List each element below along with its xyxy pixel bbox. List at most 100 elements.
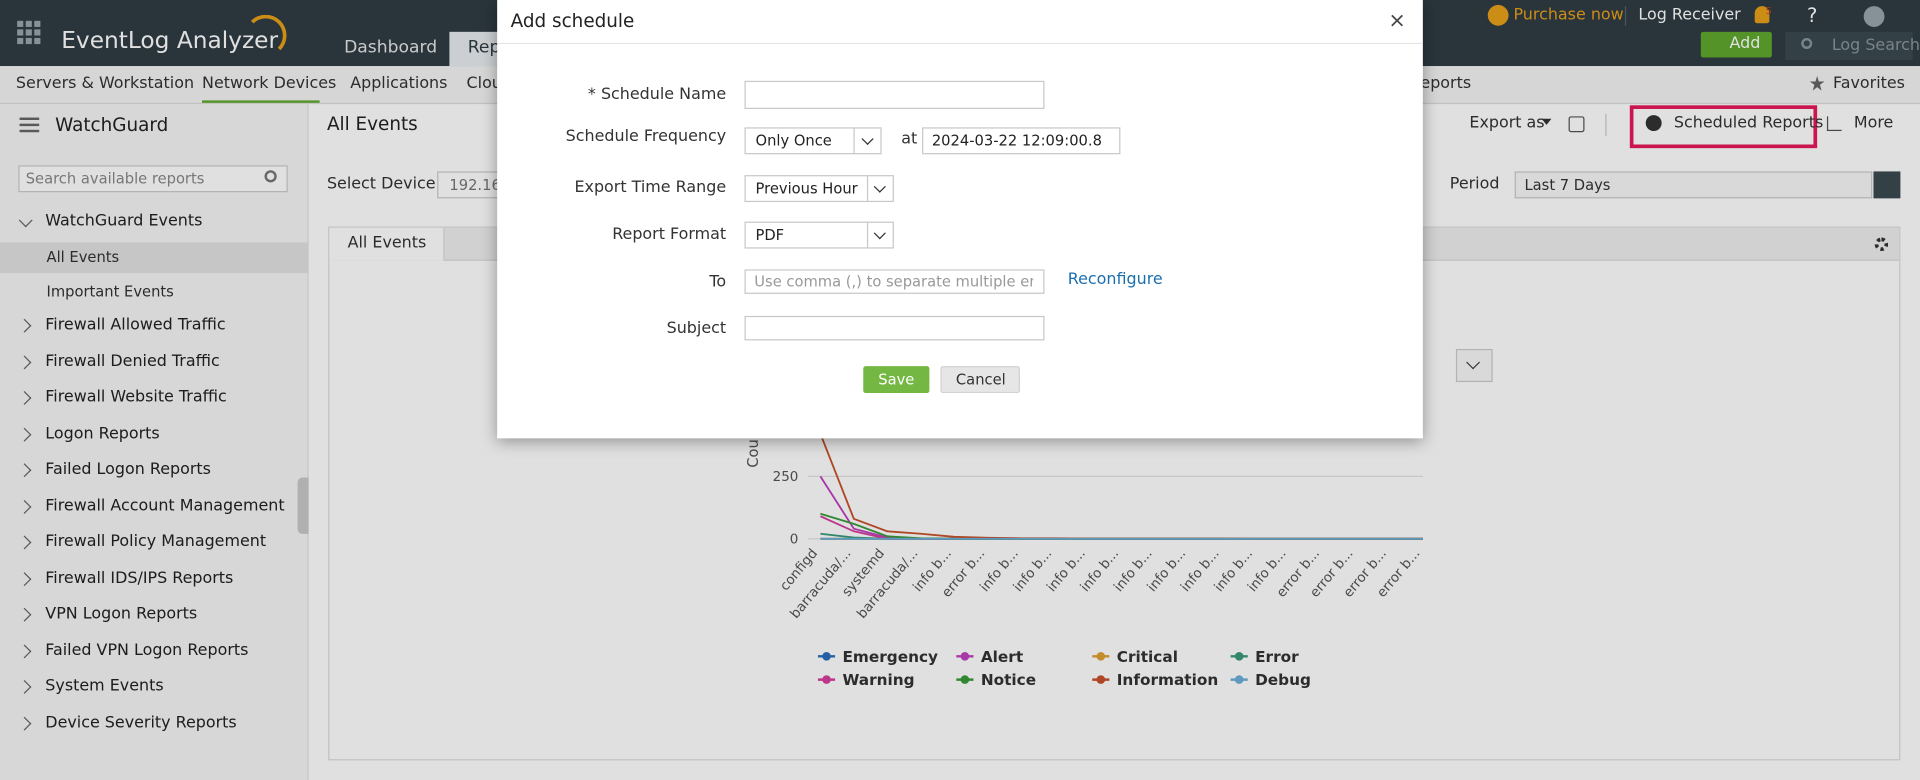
apps-dot <box>17 37 24 45</box>
legend-marker <box>1096 652 1106 661</box>
to-placeholder: Use comma (,) to separate multiple email… <box>754 273 1033 291</box>
save-button[interactable]: Save <box>863 366 930 394</box>
report-group[interactable]: Firewall Policy Management <box>45 532 267 552</box>
select-divider <box>853 127 855 155</box>
active-underline <box>202 100 320 103</box>
form-label: To <box>709 273 727 292</box>
calendar-button[interactable] <box>1873 171 1901 199</box>
highlight-box <box>1629 105 1818 149</box>
legend-label: Warning <box>842 671 914 689</box>
chart-menu-button[interactable] <box>1455 348 1493 383</box>
datetime-value: 2024-03-22 12:09:00.8 <box>931 132 1102 150</box>
schedule-icon[interactable] <box>1568 116 1585 133</box>
apps-icon[interactable] <box>17 20 41 45</box>
report-group[interactable]: Firewall IDS/IPS Reports <box>45 568 234 588</box>
more-menu[interactable]: More <box>1853 113 1894 133</box>
menu-bar <box>19 129 40 133</box>
nav-tab[interactable]: Dashboard <box>344 37 438 58</box>
y-tick-label: 250 <box>773 470 799 485</box>
select-value: PDF <box>755 226 785 244</box>
purchase-link[interactable]: Purchase now <box>1513 6 1624 25</box>
menu-bar <box>19 117 40 121</box>
report-search[interactable] <box>18 165 288 193</box>
panel-tab-label[interactable]: All Events <box>347 233 427 253</box>
apps-dot <box>34 20 41 27</box>
report-group[interactable]: Firewall Account Management <box>45 496 285 515</box>
device-value: 192.168 <box>449 176 511 194</box>
y-axis-label: Cou <box>745 439 762 468</box>
search-icon <box>264 170 277 183</box>
report-group[interactable]: System Events <box>45 677 164 696</box>
report-group[interactable]: Failed VPN Logon Reports <box>45 641 249 660</box>
period-value: Last 7 Days <box>1524 176 1611 194</box>
add-label: Add <box>1729 34 1761 53</box>
settings-icon[interactable] <box>1874 237 1889 252</box>
y-tick-label: 0 <box>790 533 799 548</box>
apps-dot <box>25 20 32 27</box>
save-label: Save <box>878 371 915 389</box>
report-group[interactable]: VPN Logon Reports <box>45 604 198 624</box>
sidebar-title: WatchGuard <box>55 113 169 136</box>
report-group[interactable]: Failed Logon Reports <box>45 460 211 479</box>
sub-nav-item[interactable]: Network Devices <box>202 74 337 94</box>
legend-marker <box>1234 652 1244 661</box>
report-item[interactable]: All Events <box>46 248 120 266</box>
report-group[interactable]: Logon Reports <box>45 424 160 443</box>
more-icon[interactable] <box>1826 116 1842 132</box>
datetime-input[interactable] <box>922 127 1121 155</box>
apps-dot <box>25 29 32 36</box>
select-divider <box>866 175 869 203</box>
report-group[interactable]: Firewall Denied Traffic <box>45 352 220 371</box>
menu-icon[interactable] <box>19 117 40 133</box>
legend-label: Debug <box>1255 671 1311 689</box>
subject-input[interactable] <box>744 315 1045 341</box>
page-title: All Events <box>326 112 418 135</box>
panel-tab[interactable] <box>329 227 445 261</box>
report-group[interactable]: Firewall Allowed Traffic <box>45 315 226 335</box>
add-button[interactable]: Add <box>1700 31 1772 58</box>
apps-dot <box>34 37 41 45</box>
user-avatar[interactable] <box>1863 6 1885 27</box>
log-receiver[interactable]: Log Receiver <box>1638 6 1741 25</box>
favorites[interactable]: Favorites <box>1833 74 1905 94</box>
close-button[interactable]: × <box>1388 8 1406 34</box>
sub-nav-item[interactable]: Applications <box>350 74 448 94</box>
report-group[interactable]: WatchGuard Events <box>45 211 203 231</box>
form-label: Export Time Range <box>574 178 727 198</box>
form-label: * Schedule Name <box>587 85 727 105</box>
alarm-icon <box>1645 115 1662 132</box>
sub-nav-item[interactable]: Servers & Workstation <box>15 74 195 94</box>
modal-separator <box>497 42 1423 45</box>
legend-label: Emergency <box>842 648 938 666</box>
legend-marker <box>1234 675 1244 684</box>
sub-nav-item[interactable]: eports <box>1420 74 1472 94</box>
nav-tab[interactable]: Rep <box>467 37 501 58</box>
brand: EventLog Analyzer <box>61 26 279 54</box>
report-group[interactable]: Device Severity Reports <box>45 713 237 732</box>
to-input[interactable] <box>744 269 1045 294</box>
format-select[interactable] <box>744 221 894 249</box>
modal-dialog: Add schedule × * Schedule Name Schedule Fre… <box>497 0 1423 439</box>
help-icon[interactable]: ? <box>1807 3 1818 27</box>
sidebar-toggle[interactable] <box>297 477 309 534</box>
apps-dot <box>17 20 24 27</box>
cancel-button[interactable]: Cancel <box>940 366 1021 394</box>
sidebar <box>0 104 309 780</box>
period-input[interactable] <box>1514 171 1873 199</box>
schedule-name-input[interactable] <box>744 80 1045 109</box>
legend-label: Information <box>1117 671 1219 689</box>
report-group[interactable]: Firewall Website Traffic <box>45 388 227 407</box>
report-item[interactable]: Important Events <box>46 282 174 301</box>
divider <box>1624 6 1627 26</box>
frequency-select[interactable] <box>744 127 882 155</box>
bell-icon[interactable] <box>1754 6 1770 24</box>
divider <box>1605 113 1607 136</box>
sub-nav-item[interactable]: Clou <box>466 74 502 94</box>
time-range-select[interactable] <box>744 175 894 203</box>
scheduled-reports[interactable]: Scheduled Reports <box>1673 113 1824 133</box>
modal-title: Add schedule <box>510 9 635 32</box>
export-menu[interactable]: Export as <box>1469 113 1545 133</box>
cancel-label: Cancel <box>955 371 1006 389</box>
reconfigure-link[interactable]: Reconfigure <box>1067 270 1163 289</box>
